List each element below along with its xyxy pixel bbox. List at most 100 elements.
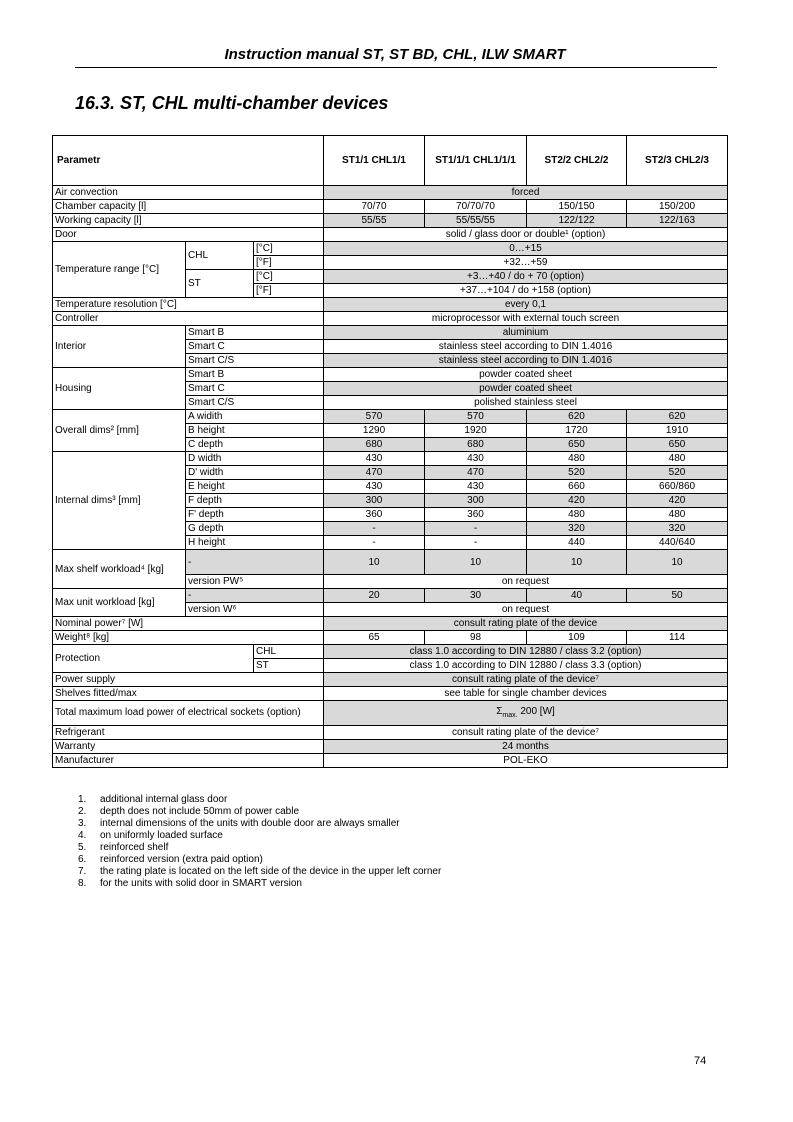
value-cell: POL-EKO [323,753,729,768]
table-row: Protection CHL class 1.0 according to DIN … [52,644,729,673]
table-row: C depth 680 680 650 650 [53,437,729,452]
value-cell: 20 [323,588,426,603]
value-cell: - [323,535,426,550]
value-cell: 420 [526,493,628,508]
value-cell: 420 [626,493,729,508]
value-cell: solid / glass door or double¹ (option) [323,227,729,242]
footnote-item: 4. on uniformly loaded surface [78,830,223,841]
table-row: Manufacturer POL-EKO [51,753,729,768]
value-cell: 620 [526,409,628,424]
label-cell: Smart C/S [184,395,325,410]
value-cell: forced [323,185,729,200]
spec-table: Parametr ST1/1 CHL1/1 ST1/1/1 CHL1/1/1 S… [51,135,729,768]
value-cell: 150/200 [626,199,729,214]
value-cell: 660/860 [626,479,729,494]
table-row: Nominal power⁷ [W] consult rating plate o… [51,616,729,631]
value-cell: 480 [526,507,628,522]
value-cell: on request [323,574,729,589]
label-cell: [°C] [252,241,325,256]
footnote-item: 5. reinforced shelf [78,842,169,853]
label-cell: D' width [184,465,325,480]
label-cell: Housing [52,367,186,410]
value-cell: polished stainless steel [323,395,729,410]
table-row: Temperature range [°C] CHL [°C] 0…+15 [52,241,729,298]
value-cell: 1720 [526,423,628,438]
value-cell: 114 [626,630,729,645]
value-cell: 300 [323,493,426,508]
value-cell: Σmax. 200 [W] [323,700,729,726]
label-cell: H height [184,535,325,550]
value-cell: on request [323,602,729,617]
value-cell: +37…+104 / do +158 (option) [323,283,729,298]
value-cell: 50 [626,588,729,603]
value-cell: +3…+40 / do + 70 (option) [323,269,729,284]
value-cell: 10 [323,549,426,575]
label-cell: E height [184,479,325,494]
label-cell: - [184,549,325,575]
value-cell: 320 [626,521,729,536]
label-cell: F depth [184,493,325,508]
value-cell: 360 [323,507,426,522]
value-cell: 65 [323,630,426,645]
value-cell: aluminium [323,325,729,340]
label-cell: Overall dims² [mm] [52,409,186,452]
value-cell: 300 [424,493,528,508]
value-cell: 680 [323,437,426,452]
table-row: Temperature resolution [°C] every 0,1 [51,297,729,312]
value-cell: consult rating plate of the device [323,616,729,631]
header-divider [75,67,717,68]
value-cell: 98 [424,630,528,645]
value-cell: powder coated sheet [323,381,729,396]
table-row: Working capacity [l] 55/55 55/55/55 122/122… [51,213,729,228]
table-row: D' width 470 470 520 520 [53,465,729,480]
value-cell: 660 [526,479,628,494]
value-cell: 470 [424,465,528,480]
label-cell: B height [184,423,325,438]
footnote-item: 2. depth does not include 50mm of power c… [78,806,300,817]
table-row: Warranty 24 months [51,739,729,754]
value-cell: 520 [626,465,729,480]
label-cell: - [184,588,325,603]
value-cell: 122/122 [526,213,628,228]
table-row: Door solid / glass door or double¹ (optio… [51,227,729,242]
table-row: Shelves fitted/max see table for single c… [51,686,729,701]
label-cell: [°C] [252,269,325,284]
value-cell: 520 [526,465,628,480]
value-cell: 470 [323,465,426,480]
label-cell: ST [185,269,254,298]
label-cell: Max shelf workload⁴ [kg] [52,549,186,589]
header-cell-model: ST2/3 CHL2/3 [626,135,729,186]
header-cell-parameter: Parametr [51,135,325,186]
value-cell: 650 [526,437,628,452]
value-cell: 430 [323,479,426,494]
label-cell: version PW⁵ [184,574,325,589]
label-cell: Smart C/S [184,353,325,368]
value-cell: 620 [626,409,729,424]
value-cell: - [424,521,528,536]
label-cell: Weight⁸ [kg] [51,630,325,645]
value-cell: 30 [424,588,528,603]
value-cell: 70/70 [323,199,426,214]
label-cell: C depth [184,437,325,452]
label-cell: Total maximum load power of electrical s… [51,700,325,726]
value-cell: 40 [526,588,628,603]
label-cell: CHL [252,644,325,659]
table-row: Chamber capacity [l] 70/70 70/70/70 150/150… [51,199,729,214]
header-cell-model: ST1/1 CHL1/1 [323,135,426,186]
label-cell: F' depth [184,507,325,522]
value-cell: stainless steel according to DIN 1.4016 [323,339,729,354]
table-row: F' depth 360 360 480 480 [53,507,729,522]
table-row: Air convection forced [51,185,729,200]
value-cell: 24 months [323,739,729,754]
value-cell: 430 [323,451,426,466]
label-cell: D width [184,451,325,466]
value-cell: every 0,1 [323,297,729,312]
value-cell: 360 [424,507,528,522]
value-cell: 570 [323,409,426,424]
value-cell: 55/55/55 [424,213,528,228]
value-cell: 150/150 [526,199,628,214]
value-cell: 0…+15 [323,241,729,256]
